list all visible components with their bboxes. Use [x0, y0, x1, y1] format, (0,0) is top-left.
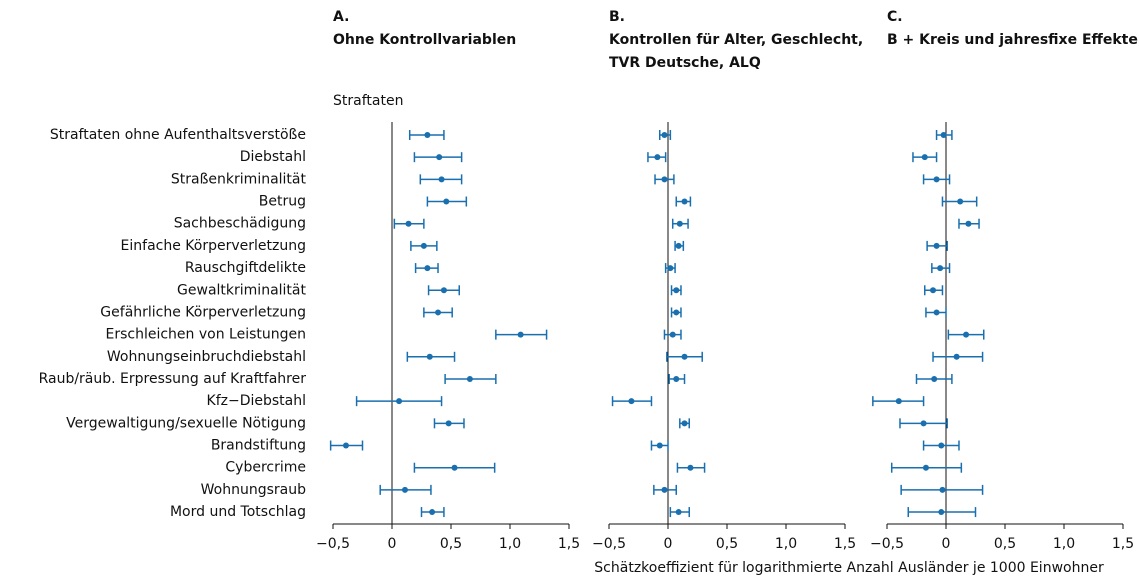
panel-title: Ohne Kontrollvariablen: [333, 32, 516, 48]
point: [517, 331, 524, 338]
point: [681, 198, 688, 205]
point: [667, 265, 674, 272]
point: [673, 309, 680, 316]
point: [676, 220, 683, 227]
x-axis-label: Schätzkoeffizient für logarithmierte Anz…: [594, 560, 1104, 576]
point: [940, 132, 947, 138]
category-label: Vergewaltigung/sexuelle Nötigung: [66, 415, 306, 431]
point: [895, 398, 902, 405]
category-label: Raub/räub. Erpressung auf Kraftfahrer: [39, 371, 307, 387]
point: [628, 398, 635, 405]
point: [435, 309, 442, 316]
point: [654, 154, 661, 161]
point: [426, 353, 433, 360]
category-label: Rauschgiftdelikte: [185, 260, 306, 276]
category-label: Wohnungsraub: [201, 482, 306, 498]
point: [681, 420, 688, 427]
point: [424, 265, 431, 272]
category-label: Betrug: [259, 194, 306, 210]
point: [939, 486, 946, 493]
point: [424, 132, 431, 138]
point: [451, 464, 458, 471]
x-tick-label: 1,0: [1053, 536, 1075, 552]
point: [661, 176, 668, 183]
point: [681, 353, 688, 360]
point: [921, 154, 928, 161]
x-tick-label: 0,5: [994, 536, 1016, 552]
x-tick-label: −0,5: [870, 536, 904, 552]
point: [661, 132, 668, 138]
x-tick-label: 0: [942, 536, 951, 552]
category-label: Wohnungseinbruchdiebstahl: [107, 349, 306, 365]
point: [920, 420, 927, 427]
point: [396, 398, 403, 405]
point: [933, 242, 940, 249]
x-tick-label: 1,5: [558, 536, 580, 552]
category-label: Mord und Totschlag: [170, 504, 306, 520]
category-label: Sachbeschädigung: [174, 216, 306, 232]
point: [342, 442, 349, 449]
panel-title: B + Kreis und jahresfixe Effekte: [887, 32, 1138, 48]
category-label: Straftaten ohne Aufenthaltsverstöße: [50, 127, 306, 143]
y-axis-label: Straftaten: [333, 93, 403, 109]
point: [931, 375, 938, 382]
panel-title: C.: [887, 9, 903, 25]
point: [673, 287, 680, 294]
point: [669, 331, 676, 338]
point: [938, 509, 945, 516]
panel-title: TVR Deutsche, ALQ: [609, 55, 761, 71]
point: [933, 176, 940, 183]
category-label: Straßenkriminalität: [171, 171, 307, 187]
point: [440, 287, 447, 294]
point: [429, 509, 436, 516]
point: [937, 265, 944, 272]
x-tick-label: 0: [388, 536, 397, 552]
point: [438, 176, 445, 183]
category-label: Cybercrime: [225, 460, 306, 476]
category-label: Kfz−Diebstahl: [207, 393, 306, 409]
point: [963, 331, 970, 338]
x-tick-label: 0: [664, 536, 673, 552]
x-tick-label: 1,0: [775, 536, 797, 552]
point: [675, 242, 682, 249]
point: [673, 375, 680, 382]
x-tick-label: 1,5: [1112, 536, 1134, 552]
panel-title: A.: [333, 9, 349, 25]
category-label: Erschleichen von Leistungen: [106, 327, 307, 343]
point: [405, 220, 412, 227]
x-tick-label: 1,5: [834, 536, 856, 552]
point: [436, 154, 443, 161]
category-label: Gewaltkriminalität: [177, 282, 306, 298]
point: [661, 486, 668, 493]
point: [953, 353, 960, 360]
point: [443, 198, 450, 205]
x-tick-label: 0,5: [716, 536, 738, 552]
point: [965, 220, 972, 227]
point: [957, 198, 964, 205]
category-label: Einfache Körperverletzung: [121, 238, 306, 254]
category-label: Brandstiftung: [211, 438, 306, 454]
point: [922, 464, 929, 471]
category-label: Diebstahl: [240, 149, 306, 165]
x-tick-label: −0,5: [592, 536, 626, 552]
panel-title: Kontrollen für Alter, Geschlecht,: [609, 32, 863, 48]
point: [933, 309, 940, 316]
x-tick-label: 0,5: [440, 536, 462, 552]
point: [930, 287, 937, 294]
category-label: Gefährliche Körperverletzung: [100, 304, 306, 320]
point: [445, 420, 452, 427]
x-tick-label: −0,5: [316, 536, 350, 552]
panel-title: B.: [609, 9, 625, 25]
point: [656, 442, 663, 449]
point: [466, 375, 473, 382]
point: [401, 486, 408, 493]
point: [687, 464, 694, 471]
point: [675, 509, 682, 516]
x-tick-label: 1,0: [499, 536, 521, 552]
point: [420, 242, 427, 249]
point: [938, 442, 945, 449]
